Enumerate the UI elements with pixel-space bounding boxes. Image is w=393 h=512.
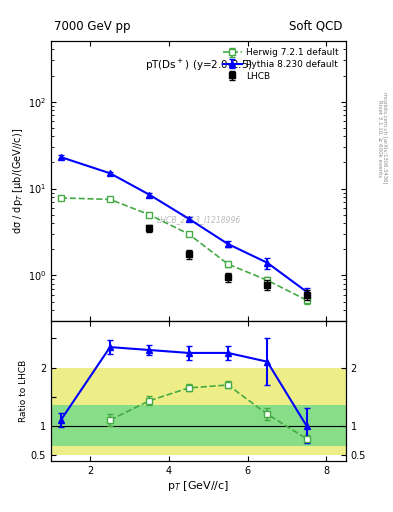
Text: 7000 GeV pp: 7000 GeV pp [54, 19, 130, 33]
Bar [267, 406, 346, 446]
Bar [208, 368, 267, 455]
Bar [90, 368, 130, 455]
Text: pT(Ds$^+$) (y=2.0-2.5): pT(Ds$^+$) (y=2.0-2.5) [145, 58, 252, 73]
Text: LHCB_2013_I1218996: LHCB_2013_I1218996 [156, 216, 241, 225]
X-axis label: p$_T$ [GeV∕/c]: p$_T$ [GeV∕/c] [167, 478, 230, 494]
Bar [51, 406, 90, 446]
Y-axis label: dσ / dp$_T$ [μb/(GeV∕/c)]: dσ / dp$_T$ [μb/(GeV∕/c)] [11, 128, 25, 234]
Text: Rivet 3.1.10, ≥ 600k events: Rivet 3.1.10, ≥ 600k events [377, 100, 382, 177]
Text: Soft QCD: Soft QCD [289, 19, 343, 33]
Bar [130, 406, 208, 446]
Bar [90, 406, 130, 446]
Y-axis label: Ratio to LHCB: Ratio to LHCB [19, 360, 28, 422]
Legend: Herwig 7.2.1 default, Pythia 8.230 default, LHCB: Herwig 7.2.1 default, Pythia 8.230 defau… [220, 46, 342, 83]
Text: mcplots.cern.ch [arXiv:1306.3436]: mcplots.cern.ch [arXiv:1306.3436] [382, 93, 387, 184]
Bar [51, 368, 90, 455]
Bar [208, 406, 267, 446]
Bar [267, 368, 346, 455]
Bar [130, 368, 208, 455]
